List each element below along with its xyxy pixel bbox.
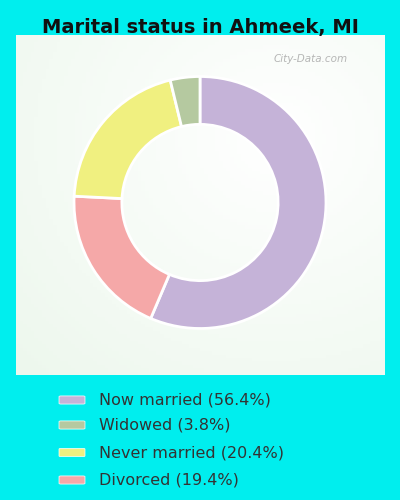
FancyBboxPatch shape xyxy=(59,476,85,484)
Text: Now married (56.4%): Now married (56.4%) xyxy=(99,392,271,407)
FancyBboxPatch shape xyxy=(59,421,85,429)
Wedge shape xyxy=(151,76,326,328)
Wedge shape xyxy=(170,76,200,126)
Text: Widowed (3.8%): Widowed (3.8%) xyxy=(99,418,230,432)
Text: Marital status in Ahmeek, MI: Marital status in Ahmeek, MI xyxy=(42,18,358,37)
Text: City-Data.com: City-Data.com xyxy=(274,54,348,64)
Wedge shape xyxy=(74,196,170,318)
Text: Never married (20.4%): Never married (20.4%) xyxy=(99,445,284,460)
FancyBboxPatch shape xyxy=(59,448,85,456)
Wedge shape xyxy=(74,80,182,198)
FancyBboxPatch shape xyxy=(59,396,85,404)
Text: Divorced (19.4%): Divorced (19.4%) xyxy=(99,472,239,488)
